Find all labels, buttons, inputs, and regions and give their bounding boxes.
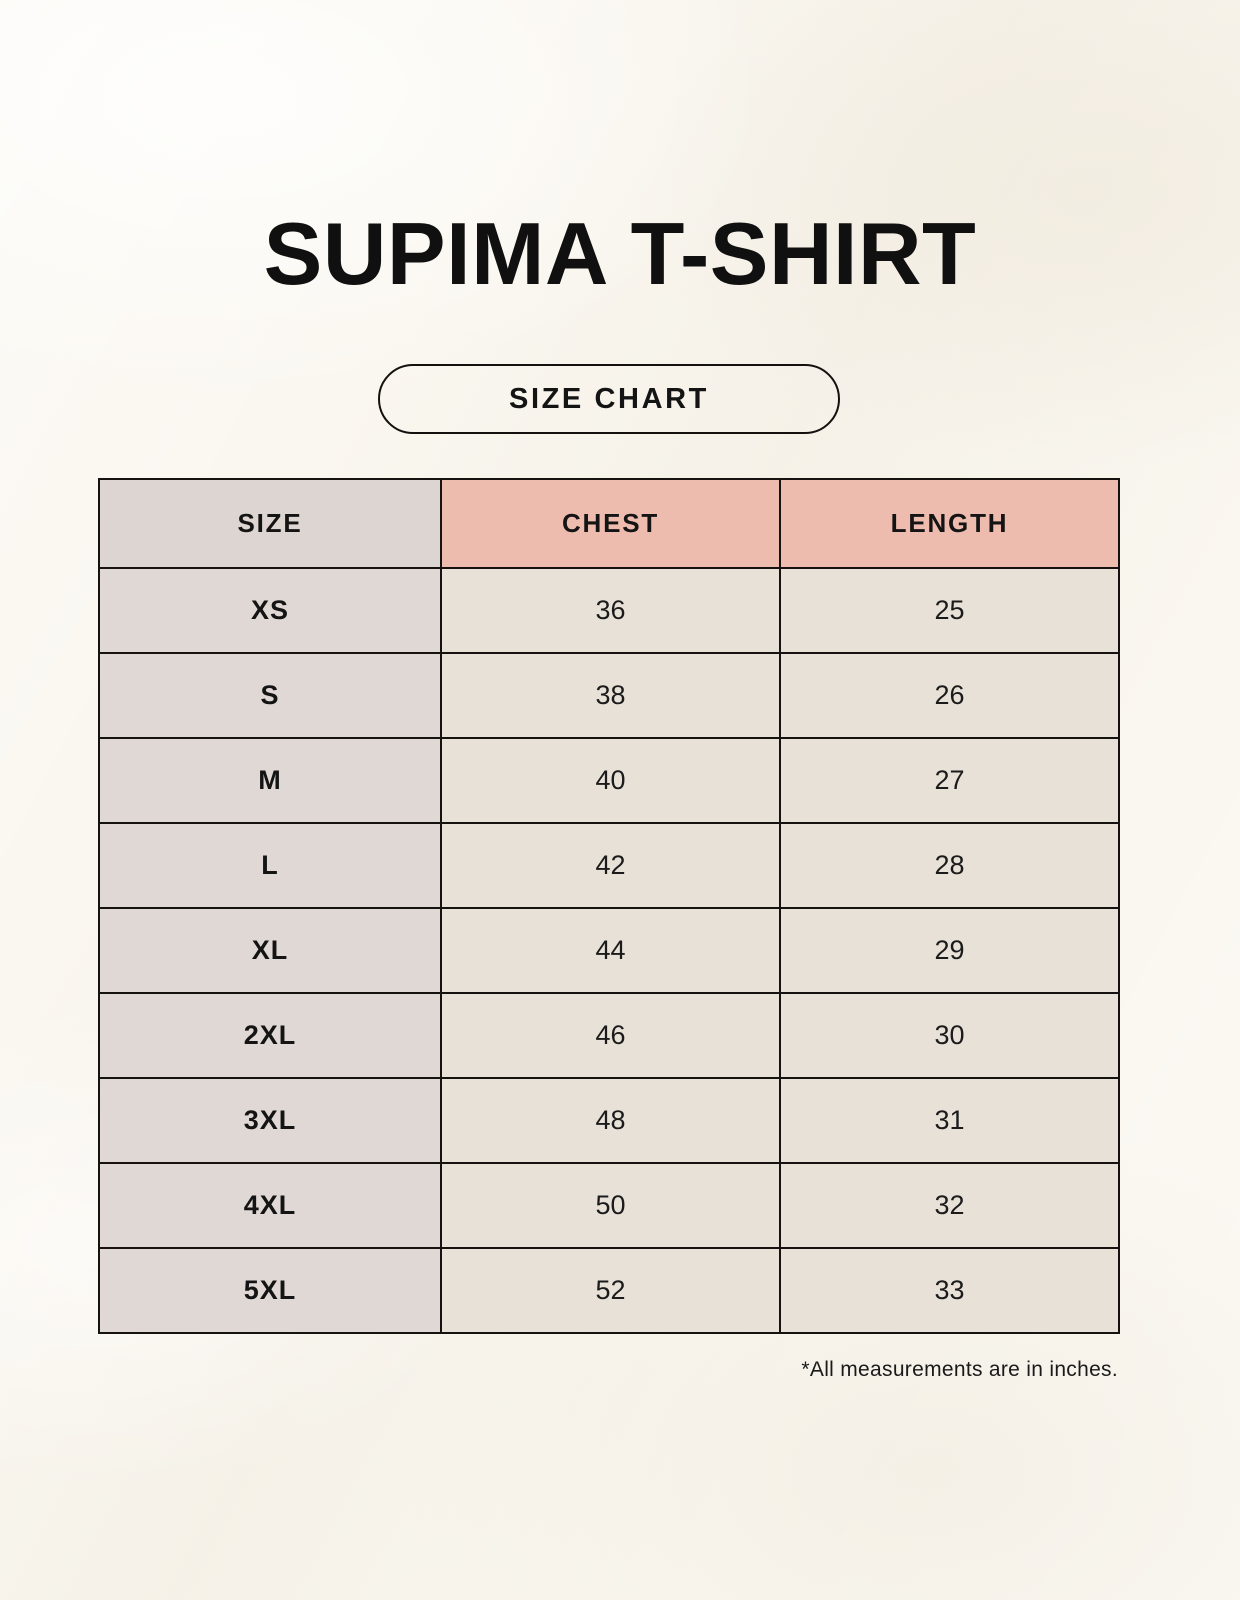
table-row: S 38 26 [98,652,1120,739]
cell-size: 4XL [98,1162,442,1249]
cell-size: M [98,737,442,824]
cell-size: 5XL [98,1247,442,1334]
size-table-container: SIZE CHEST LENGTH XS 36 25 S 38 26 M 40 27 L 42 28 X… [98,478,1120,1334]
cell-size: 3XL [98,1077,442,1164]
table-row: 4XL 50 32 [98,1162,1120,1249]
column-header-size: SIZE [98,478,442,569]
cell-size: 2XL [98,992,442,1079]
cell-chest: 38 [440,652,781,739]
cell-chest: 48 [440,1077,781,1164]
column-header-length: LENGTH [779,478,1120,569]
table-row: XS 36 25 [98,567,1120,654]
size-chart-badge: SIZE CHART [378,364,840,434]
cell-chest: 46 [440,992,781,1079]
cell-length: 30 [779,992,1120,1079]
cell-size: L [98,822,442,909]
table-header-row: SIZE CHEST LENGTH [98,478,1120,569]
cell-chest: 42 [440,822,781,909]
size-chart-table: SIZE CHEST LENGTH XS 36 25 S 38 26 M 40 27 L 42 28 X… [98,478,1120,1334]
cell-size: S [98,652,442,739]
cell-length: 27 [779,737,1120,824]
cell-size: XS [98,567,442,654]
table-row: 5XL 52 33 [98,1247,1120,1334]
table-row: 2XL 46 30 [98,992,1120,1079]
page-title: SUPIMA T-SHIRT [263,204,977,303]
cell-size: XL [98,907,442,994]
table-row: L 42 28 [98,822,1120,909]
cell-length: 25 [779,567,1120,654]
size-chart-badge-label: SIZE CHART [509,382,709,415]
cell-length: 26 [779,652,1120,739]
cell-chest: 50 [440,1162,781,1249]
cell-length: 31 [779,1077,1120,1164]
cell-chest: 36 [440,567,781,654]
cell-chest: 52 [440,1247,781,1334]
cell-chest: 40 [440,737,781,824]
cell-length: 28 [779,822,1120,909]
table-row: M 40 27 [98,737,1120,824]
cell-chest: 44 [440,907,781,994]
table-row: XL 44 29 [98,907,1120,994]
cell-length: 33 [779,1247,1120,1334]
measurement-footnote: *All measurements are in inches. [801,1358,1118,1381]
table-row: 3XL 48 31 [98,1077,1120,1164]
column-header-chest: CHEST [440,478,781,569]
table-body: XS 36 25 S 38 26 M 40 27 L 42 28 XL 44 29 2XL 46 30 3XL 48 3… [98,567,1120,1334]
cell-length: 32 [779,1162,1120,1249]
table-header: SIZE CHEST LENGTH [98,478,1120,569]
cell-length: 29 [779,907,1120,994]
